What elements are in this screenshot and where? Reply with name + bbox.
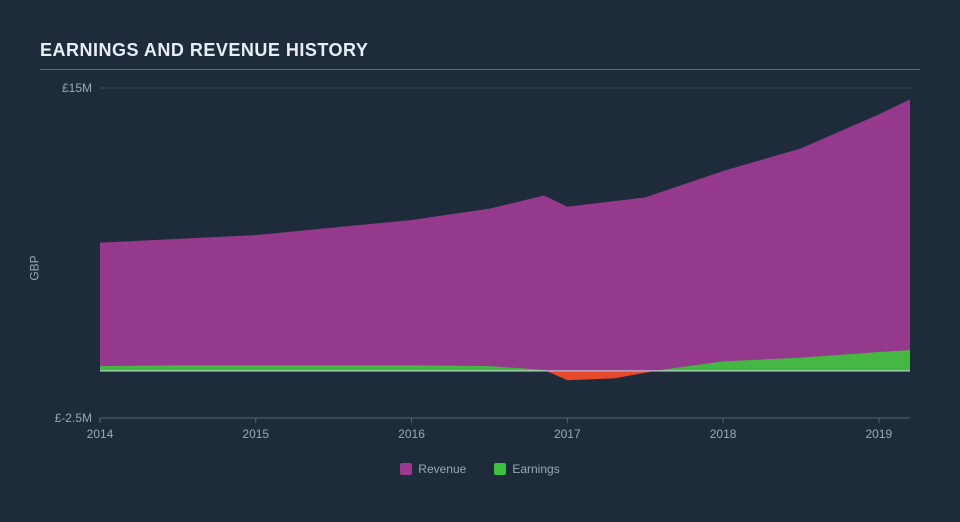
legend-label-earnings: Earnings	[512, 462, 559, 476]
legend-item-revenue: Revenue	[400, 462, 466, 476]
legend-item-earnings: Earnings	[494, 462, 559, 476]
legend-swatch-earnings	[494, 463, 506, 475]
area-chart-svg: 2014 2015 2016 2017 2018 2019 £-2.5M £15M	[40, 78, 920, 458]
svg-text:2019: 2019	[865, 427, 892, 441]
svg-text:2017: 2017	[554, 427, 581, 441]
svg-text:£-2.5M: £-2.5M	[55, 411, 92, 425]
y-axis-title: GBP	[28, 255, 42, 280]
svg-text:2014: 2014	[87, 427, 114, 441]
legend: Revenue Earnings	[40, 462, 920, 476]
title-underline	[40, 69, 920, 70]
chart-title: EARNINGS AND REVENUE HISTORY	[40, 40, 920, 61]
svg-text:2015: 2015	[242, 427, 269, 441]
svg-text:2016: 2016	[398, 427, 425, 441]
chart-container: EARNINGS AND REVENUE HISTORY GBP 2014201…	[0, 0, 960, 522]
legend-label-revenue: Revenue	[418, 462, 466, 476]
svg-text:£15M: £15M	[62, 81, 92, 95]
legend-swatch-revenue	[400, 463, 412, 475]
chart-area: GBP 201420152016201720182019£-2.5M£15M	[40, 78, 920, 458]
svg-text:2018: 2018	[710, 427, 737, 441]
